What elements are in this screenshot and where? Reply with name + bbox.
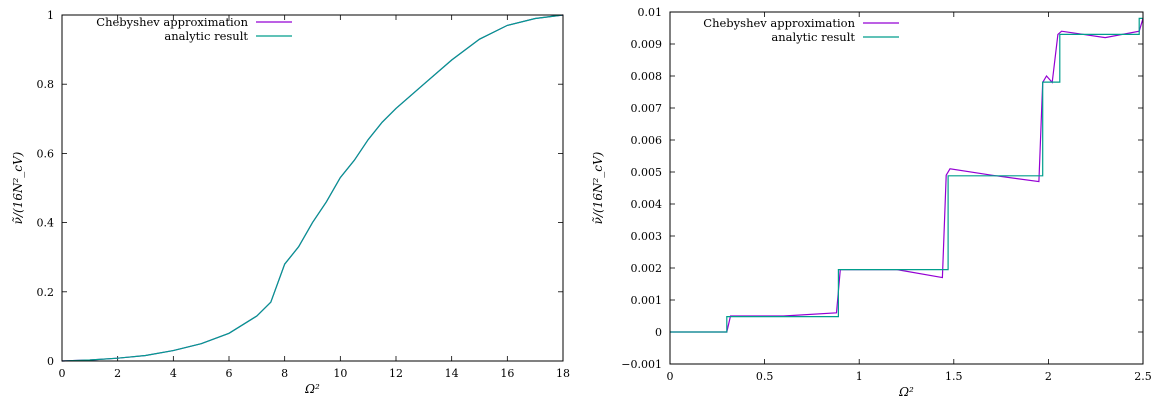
x-tick-label: 4	[170, 367, 177, 380]
x-tick-label: 0	[667, 370, 674, 383]
y-tick-label: 0.004	[631, 198, 663, 211]
x-tick-label: 6	[226, 367, 233, 380]
x-tick-label: 10	[333, 367, 347, 380]
series-line-1	[670, 17, 1143, 333]
x-axis-label: Ω²	[898, 385, 914, 398]
y-axis-label: ν̃/(16N²_cV)	[11, 151, 25, 224]
x-tick-label: 1.5	[945, 370, 963, 383]
y-tick-label: 0.002	[631, 262, 663, 275]
left-chart-svg: 0 2 4 6 8 10 12 14 16 18 0 0.2 0.4 0.6 0.8 1 Ω² ν̃/(16N²_…	[11, 9, 570, 396]
y-tick-label: 0	[655, 326, 662, 339]
x-tick-label: 2.5	[1134, 370, 1151, 383]
x-axis-label: Ω²	[304, 382, 320, 396]
plot-frame	[61, 14, 564, 362]
y-tick-label: 0.001	[631, 294, 663, 307]
y-tick-label: 0.4	[37, 217, 55, 230]
x-tick-label: 2	[1045, 370, 1052, 383]
y-tick-label: 0.8	[37, 78, 55, 91]
series-line-0	[670, 18, 1144, 333]
x-tick-label: 1	[856, 370, 863, 383]
x-tick-label: 14	[445, 367, 459, 380]
y-tick-label: 0.006	[631, 134, 663, 147]
legend-label-1: analytic result	[164, 29, 248, 43]
y-tick-label: 0.008	[631, 70, 663, 83]
y-tick-label: 0.2	[37, 286, 55, 299]
legend-label-0: Chebyshev approximation	[96, 15, 248, 29]
x-tick-label: 12	[389, 367, 403, 380]
y-tick-label: 0.003	[631, 230, 663, 243]
x-tick-label: 16	[500, 367, 514, 380]
y-tick-label: 0	[47, 355, 54, 368]
right-chart-svg: 0 0.5 1 1.5 2 2.5 −0.001 0 0.001 0.002 0.003 0.004 0…	[591, 6, 1151, 399]
y-tick-label: 0.01	[638, 6, 663, 19]
y-tick-label: 0.6	[37, 147, 55, 160]
x-tick-label: 2	[114, 367, 121, 380]
x-tick-label: 0	[59, 367, 66, 380]
y-tick-label: 0.005	[631, 166, 663, 179]
left-chart: 0 2 4 6 8 10 12 14 16 18 0 0.2 0.4 0.6 0.8 1 Ω² ν̃/(16N²_…	[0, 0, 580, 398]
series-line-0	[61, 14, 564, 362]
x-tick-label: 8	[281, 367, 288, 380]
y-tick-label: 0.007	[631, 102, 663, 115]
x-tick-label: 0.5	[756, 370, 774, 383]
y-tick-label: 0.009	[631, 38, 663, 51]
y-tick-label: −0.001	[621, 358, 662, 371]
y-tick-label: 1	[47, 9, 54, 22]
legend-label-1: analytic result	[771, 30, 855, 44]
right-chart: 0 0.5 1 1.5 2 2.5 −0.001 0 0.001 0.002 0.003 0.004 0…	[580, 0, 1151, 399]
x-tick-label: 18	[556, 367, 570, 380]
legend-label-0: Chebyshev approximation	[703, 16, 855, 30]
y-axis-label: ν̃/(16N²_cV)	[591, 151, 605, 224]
series-line-1	[61, 14, 564, 362]
plot-frame	[669, 11, 1144, 365]
